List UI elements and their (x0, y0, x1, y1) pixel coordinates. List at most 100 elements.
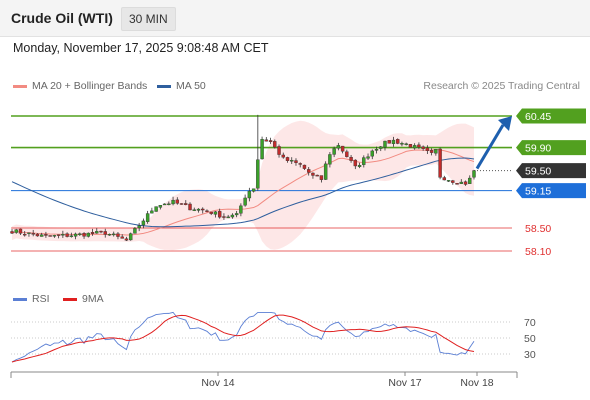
candle (196, 208, 201, 213)
candle (247, 187, 252, 202)
timeframe-button[interactable]: 30 MIN (121, 7, 176, 31)
candle (442, 175, 447, 181)
candle-body (48, 235, 52, 237)
candle (18, 228, 23, 235)
candle (31, 229, 35, 237)
level-tag-59-15 (516, 183, 586, 199)
candle-body (362, 157, 366, 165)
candle (472, 169, 476, 180)
candle-body (311, 172, 315, 176)
candle (14, 228, 18, 234)
candle (10, 229, 14, 235)
candle-body (86, 232, 90, 237)
candle (222, 213, 226, 220)
candle (217, 208, 222, 219)
ma20-label: MA 20 + Bollinger Bands (32, 80, 148, 92)
candle-body (404, 143, 408, 145)
candle-body (340, 145, 345, 152)
candle-body (61, 234, 65, 236)
candle-body (429, 150, 434, 153)
candle (298, 162, 302, 168)
candle-body (82, 233, 86, 237)
candle-body (124, 238, 129, 241)
candle-body (69, 235, 74, 237)
candle-body (120, 236, 124, 239)
candle-body (285, 157, 290, 161)
candle-body (167, 203, 171, 206)
candle (277, 144, 281, 158)
candle (213, 210, 218, 218)
level-label-59-15: 59.15 (525, 185, 551, 197)
candle (260, 136, 264, 160)
candle-body (345, 151, 349, 157)
candle (374, 146, 379, 154)
forecast-arrow (475, 116, 512, 170)
candle (332, 146, 336, 158)
x-label-1: Nov 17 (388, 377, 421, 389)
candle (311, 172, 315, 179)
level-tag-60-45 (516, 108, 586, 124)
rsi-tick-50: 50 (524, 333, 536, 345)
candle (463, 180, 468, 186)
candle-body (472, 170, 476, 178)
x-label-2: Nov 18 (460, 377, 493, 389)
candle (251, 188, 256, 193)
candle (383, 140, 387, 151)
candle (459, 179, 463, 184)
candle (175, 197, 180, 205)
candle-body (31, 233, 35, 235)
candle (421, 145, 425, 151)
candle (150, 207, 154, 214)
candle (438, 147, 442, 180)
candle-body (306, 169, 311, 173)
bollinger-band-fill (12, 120, 474, 251)
candle-body (421, 146, 425, 149)
level-tag-59-90 (516, 140, 586, 156)
candle-body (446, 180, 451, 182)
candle (112, 231, 116, 237)
candle (387, 140, 391, 144)
candle-body (107, 233, 112, 236)
candle (137, 222, 141, 232)
candle (281, 152, 285, 159)
candle-body (451, 180, 455, 183)
candle-body (298, 163, 302, 165)
candle (188, 202, 192, 211)
candle-body (78, 233, 82, 235)
candle (82, 232, 86, 239)
candle (362, 155, 366, 168)
candle-body (44, 234, 48, 236)
legend-rsi: RSI (13, 293, 50, 305)
candle (35, 233, 40, 237)
candle (107, 233, 112, 236)
candle (239, 203, 243, 217)
level-tag-59-50 (516, 163, 586, 179)
candle-body (23, 233, 27, 236)
candle-body (226, 216, 230, 219)
candle-body (234, 213, 239, 216)
candle-body (412, 145, 417, 149)
candle (328, 152, 332, 168)
candle (56, 234, 61, 239)
candle (243, 194, 247, 207)
candle-body (95, 231, 99, 234)
candle (78, 232, 82, 237)
candle (451, 179, 455, 185)
candle (86, 232, 90, 238)
level-label-58-10: 58.10 (525, 246, 551, 258)
candle-body (39, 234, 44, 237)
rsi-swatch (13, 297, 27, 301)
candle (162, 203, 167, 206)
candle-body (192, 209, 196, 211)
candle-body (281, 154, 285, 158)
candle (336, 142, 341, 151)
candle (128, 232, 133, 241)
candle-body (438, 148, 442, 178)
candle (90, 228, 95, 236)
candle-body (201, 208, 205, 211)
candle-body (455, 183, 459, 185)
candle-body (463, 181, 468, 185)
candle (48, 235, 52, 237)
candle (141, 218, 146, 229)
